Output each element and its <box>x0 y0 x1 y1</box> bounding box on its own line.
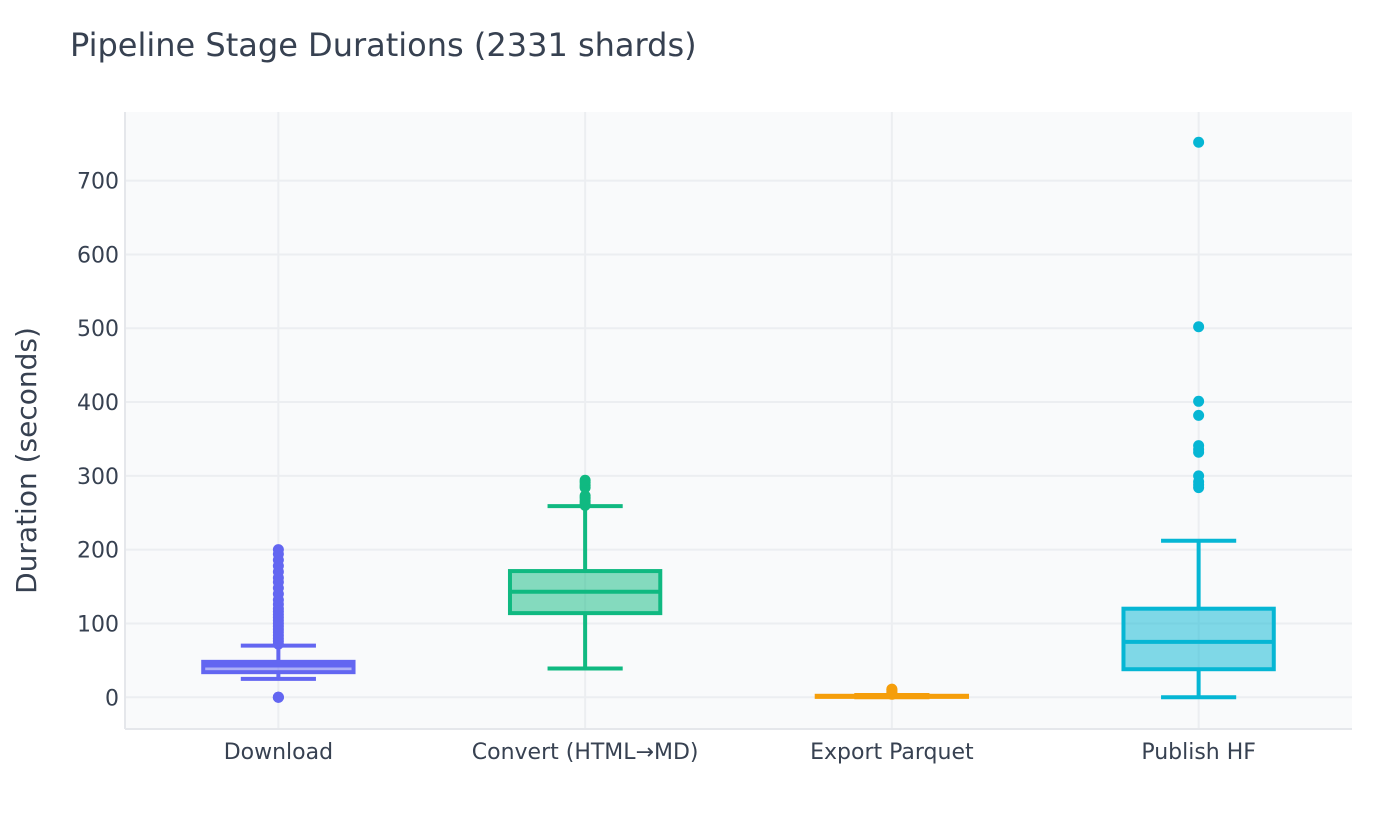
iqr-box <box>1121 606 1276 672</box>
outlier-point <box>579 490 591 502</box>
x-axis-ticks: Download Convert (HTML→MD) Export Parquet P… <box>224 740 1256 765</box>
y-tick-label: 600 <box>77 243 119 268</box>
box-export-parquet <box>814 683 970 700</box>
y-axis-label: Duration (seconds) <box>10 327 43 594</box>
x-tick-label: Download <box>224 740 333 765</box>
y-tick-label: 400 <box>77 391 119 416</box>
outlier-point <box>1193 136 1205 148</box>
box-convert-html-md <box>507 474 663 671</box>
outlier-point <box>1193 395 1205 407</box>
y-tick-label: 500 <box>77 317 119 342</box>
outlier-point <box>1193 321 1205 333</box>
x-tick-label: Export Parquet <box>810 740 974 765</box>
outlier-point <box>579 474 591 486</box>
box-plots <box>201 136 1276 703</box>
x-tick-label: Convert (HTML→MD) <box>472 740 699 765</box>
y-tick-label: 0 <box>105 686 119 711</box>
y-tick-label: 100 <box>77 612 119 637</box>
outlier-point <box>1193 409 1205 421</box>
y-tick-label: 200 <box>77 539 119 564</box>
outlier-point <box>1193 470 1205 482</box>
box-publish-hf <box>1121 136 1276 700</box>
y-axis-ticks: 0 100 200 300 400 500 600 700 <box>77 170 119 712</box>
chart-title: Pipeline Stage Durations (2331 shards) <box>70 26 697 64</box>
box-download <box>201 544 356 703</box>
outlier-point <box>886 683 898 695</box>
y-tick-label: 300 <box>77 465 119 490</box>
outlier-point <box>272 544 284 556</box>
outlier-point <box>1193 440 1205 452</box>
outlier-point <box>272 691 284 703</box>
y-tick-label: 700 <box>77 170 119 195</box>
x-tick-label: Publish HF <box>1141 740 1256 765</box>
